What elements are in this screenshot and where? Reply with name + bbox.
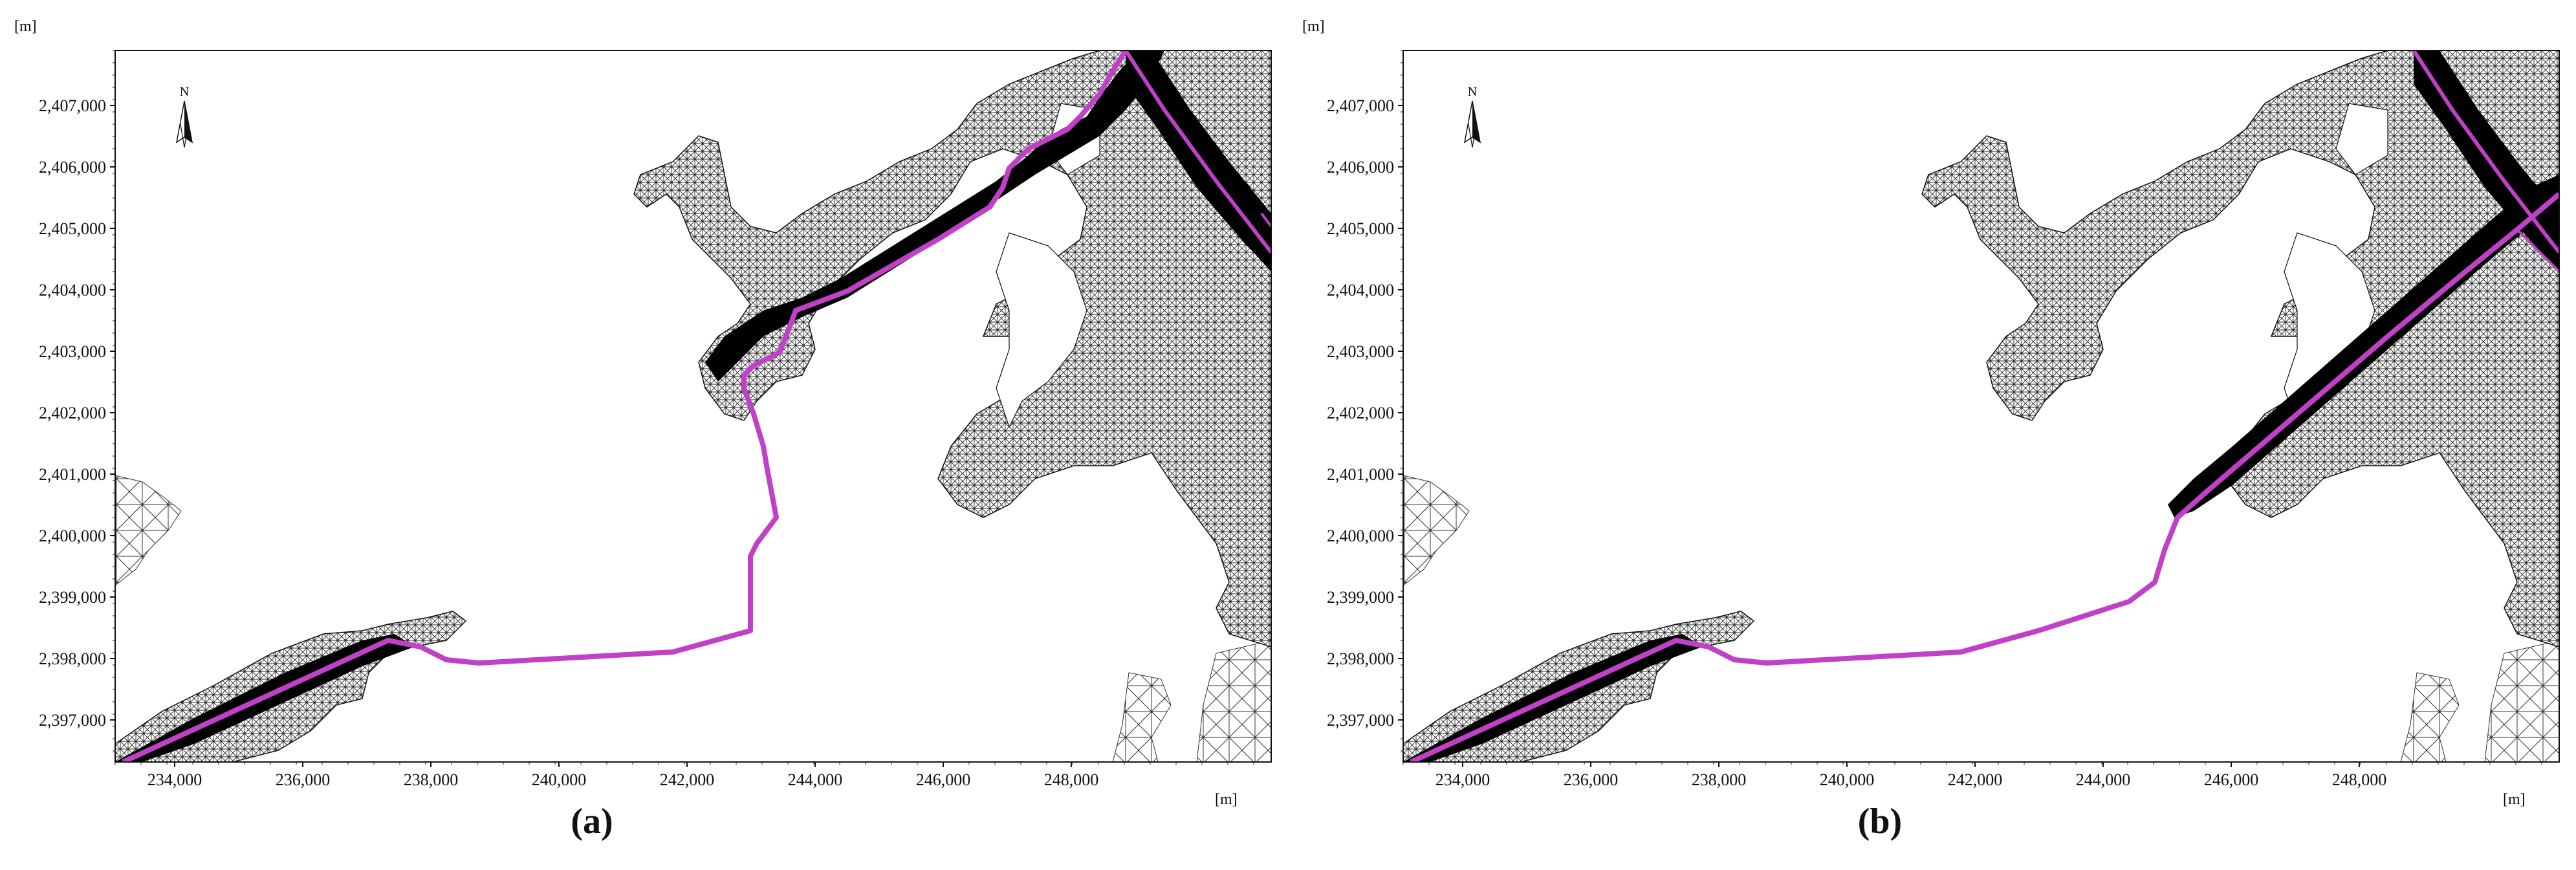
y-tick-label: 2,403,000 — [1327, 342, 1394, 361]
map-panel-a: [m] [m] — [14, 18, 1272, 842]
plot-frame — [1403, 50, 2560, 763]
y-tick-label: 2,399,000 — [1327, 588, 1394, 607]
y-tick-label: 2,405,000 — [1327, 219, 1394, 238]
y-tick-label: 2,406,000 — [1327, 158, 1394, 177]
x-tick-label: 238,000 — [404, 770, 459, 789]
panel-caption: (b) — [1857, 801, 1903, 842]
y-tick-label: 2,405,000 — [39, 219, 106, 238]
y-tick-label: 2,397,000 — [39, 711, 106, 730]
y-axis: 2,407,000 2,406,000 2,405,000 2,404,000 2,40… — [39, 50, 115, 752]
x-tick-label: 246,000 — [916, 770, 971, 789]
map-panel-b: [m] [m] — [1288, 0, 2576, 870]
north-arrow-icon: N — [175, 85, 193, 148]
panel-caption: (a) — [571, 801, 613, 842]
x-tick-label: 240,000 — [1820, 770, 1875, 789]
navigation-route — [1410, 50, 2559, 762]
y-tick-label: 2,407,000 — [39, 96, 106, 115]
x-tick-label: 248,000 — [1044, 770, 1099, 789]
y-tick-label: 2,404,000 — [39, 281, 106, 299]
x-tick-label: 248,000 — [2332, 770, 2387, 789]
x-tick-label: 234,000 — [147, 770, 202, 789]
y-tick-label: 2,404,000 — [1327, 281, 1394, 299]
x-tick-label: 240,000 — [532, 770, 587, 789]
x-axis-unit: [m] — [2503, 791, 2526, 808]
y-tick-label: 2,400,000 — [39, 527, 106, 545]
y-axis-unit: [m] — [14, 18, 37, 35]
y-axis: 2,407,000 2,406,000 2,405,000 2,404,000 2,40… — [1327, 50, 1403, 752]
plot-frame — [115, 50, 1272, 763]
y-axis-unit: [m] — [1302, 18, 1325, 35]
y-tick-label: 2,407,000 — [1327, 96, 1394, 115]
y-tick-label: 2,397,000 — [1327, 711, 1394, 730]
x-tick-label: 234,000 — [1435, 770, 1490, 789]
y-tick-label: 2,399,000 — [39, 588, 106, 607]
svg-text:N: N — [180, 85, 189, 99]
x-tick-label: 238,000 — [1692, 770, 1747, 789]
y-tick-label: 2,402,000 — [1327, 404, 1394, 422]
y-tick-label: 2,398,000 — [39, 649, 106, 668]
y-tick-label: 2,401,000 — [39, 465, 106, 484]
x-axis: 234,000 236,000 238,000 240,000 242,000 244,0… — [115, 762, 1254, 789]
north-arrow-icon: N — [1463, 85, 1481, 148]
x-tick-label: 244,000 — [788, 770, 843, 789]
x-tick-label: 242,000 — [1948, 770, 2003, 789]
x-tick-label: 236,000 — [1564, 770, 1619, 789]
y-tick-label: 2,398,000 — [1327, 649, 1394, 668]
x-tick-label: 244,000 — [2076, 770, 2131, 789]
x-axis-unit: [m] — [1215, 791, 1238, 808]
y-tick-label: 2,401,000 — [1327, 465, 1394, 484]
mesh-layer — [1403, 50, 2559, 762]
x-tick-label: 242,000 — [660, 770, 715, 789]
navigation-route — [122, 50, 1271, 762]
x-axis: 234,000 236,000 238,000 240,000 242,000 244,0… — [1403, 762, 2542, 789]
y-tick-label: 2,402,000 — [39, 404, 106, 422]
svg-text:N: N — [1468, 85, 1477, 99]
mesh-map-b: N 2,407,0002,406,0002,405,0002,404,0002,… — [1327, 50, 2560, 789]
x-tick-label: 246,000 — [2204, 770, 2259, 789]
y-tick-label: 2,406,000 — [39, 158, 106, 177]
x-tick-label: 236,000 — [276, 770, 331, 789]
y-tick-label: 2,400,000 — [1327, 527, 1394, 545]
y-tick-label: 2,403,000 — [39, 342, 106, 361]
mesh-layer — [115, 50, 1271, 762]
mesh-map-a: N 2,407,0002,406,0002,405,0002,404,0002,… — [39, 50, 1272, 789]
